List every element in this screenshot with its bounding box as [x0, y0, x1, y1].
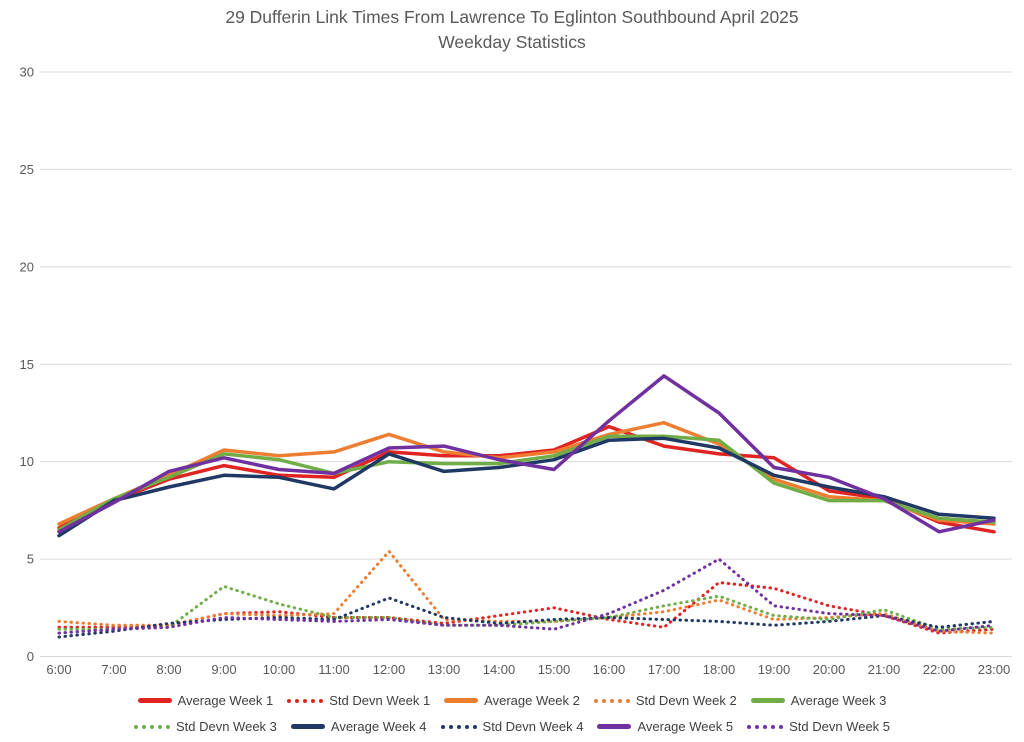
y-tick-label-30: 30 [20, 65, 34, 80]
legend-item-std-devn-week-3: Std Devn Week 3 [133, 719, 277, 734]
legend-item-average-week-5: Average Week 5 [597, 719, 733, 734]
x-tick-label-1200: 12:00 [373, 662, 406, 677]
legend-item-average-week-3: Average Week 3 [750, 693, 887, 708]
series-line-average-week-3 [57, 434, 996, 532]
x-tick-label-1300: 13:00 [428, 662, 461, 677]
dotted-line-swatch [133, 724, 170, 729]
legend-item-std-devn-week-5: Std Devn Week 5 [747, 719, 890, 734]
legend-label: Std Devn Week 5 [789, 719, 891, 734]
series-line-average-week-2 [57, 420, 996, 526]
dotted-line-swatch [593, 698, 630, 703]
series-line-std-devn-week-2 [57, 549, 996, 635]
series-line-average-week-1 [57, 424, 996, 534]
series-line-std-devn-week-3 [57, 584, 996, 631]
x-tick-label-1600: 16:00 [593, 662, 626, 677]
x-tick-label-1100: 11:00 [318, 662, 350, 677]
x-tick-label-1400: 14:00 [483, 662, 516, 677]
chart-title: 29 Dufferin Link Times From Lawrence To … [0, 5, 1024, 56]
legend-label: Std Devn Week 3 [175, 719, 277, 734]
series-line-std-devn-week-5 [57, 557, 996, 635]
x-tick-label-2200: 22:00 [923, 662, 956, 677]
solid-line-swatch [444, 698, 479, 703]
x-tick-label-2000: 20:00 [813, 662, 846, 677]
x-tick-label-800: 8:00 [156, 662, 181, 677]
x-tick-label-2100: 21:00 [868, 662, 901, 677]
y-tick-label-25: 25 [20, 162, 34, 177]
legend-item-std-devn-week-2: Std Devn Week 2 [593, 693, 737, 708]
x-tick-label-2300: 23:00 [978, 662, 1011, 677]
series-line-std-devn-week-1 [57, 581, 996, 635]
legend-label: Std Devn Week 2 [635, 693, 737, 708]
y-tick-label-5: 5 [27, 552, 34, 567]
legend-label: Average Week 2 [484, 693, 580, 708]
legend-row-2: Std Devn Week 3 Average Week 4 Std Devn We… [0, 719, 1024, 734]
x-tick-label-1000: 10:00 [263, 662, 296, 677]
legend-label: Std Devn Week 1 [329, 693, 431, 708]
y-tick-label-15: 15 [20, 357, 34, 372]
y-tick-label-0: 0 [27, 649, 34, 664]
x-tick-label-1800: 18:00 [703, 662, 736, 677]
solid-line-swatch [750, 698, 785, 703]
legend-item-average-week-2: Average Week 2 [444, 693, 580, 708]
x-tick-label-1700: 17:00 [648, 662, 681, 677]
chart-title-line2: Weekday Statistics [438, 32, 586, 53]
solid-line-swatch [137, 698, 172, 703]
solid-line-swatch [597, 724, 632, 729]
legend-item-std-devn-week-4: Std Devn Week 4 [440, 719, 584, 734]
x-tick-label-900: 9:00 [211, 662, 236, 677]
legend-label: Std Devn Week 4 [482, 719, 584, 734]
legend-label: Average Week 3 [790, 693, 887, 708]
x-tick-label-600: 6:00 [46, 662, 71, 677]
y-tick-label-10: 10 [20, 454, 34, 469]
chart-title-line1: 29 Dufferin Link Times From Lawrence To … [225, 7, 799, 27]
legend-label: Average Week 1 [177, 693, 274, 708]
x-tick-label-1900: 19:00 [758, 662, 791, 677]
legend-item-average-week-1: Average Week 1 [137, 693, 274, 708]
y-tick-label-20: 20 [20, 259, 34, 274]
legend-row-1: Average Week 1 Std Devn Week 1 Average Wee… [0, 693, 1024, 708]
x-tick-label-1500: 15:00 [538, 662, 571, 677]
x-tick-label-700: 7:00 [101, 662, 126, 677]
legend-label: Average Week 5 [637, 719, 734, 734]
series-line-std-devn-week-4 [57, 596, 996, 639]
solid-line-swatch [290, 724, 325, 729]
legend-label: Average Week 4 [330, 719, 427, 734]
legend-item-std-devn-week-1: Std Devn Week 1 [287, 693, 430, 708]
legend-item-average-week-4: Average Week 4 [290, 719, 427, 734]
series-line-average-week-5 [57, 374, 996, 534]
dotted-line-swatch [287, 698, 324, 703]
dotted-line-swatch [747, 724, 784, 729]
dotted-line-swatch [440, 724, 477, 729]
